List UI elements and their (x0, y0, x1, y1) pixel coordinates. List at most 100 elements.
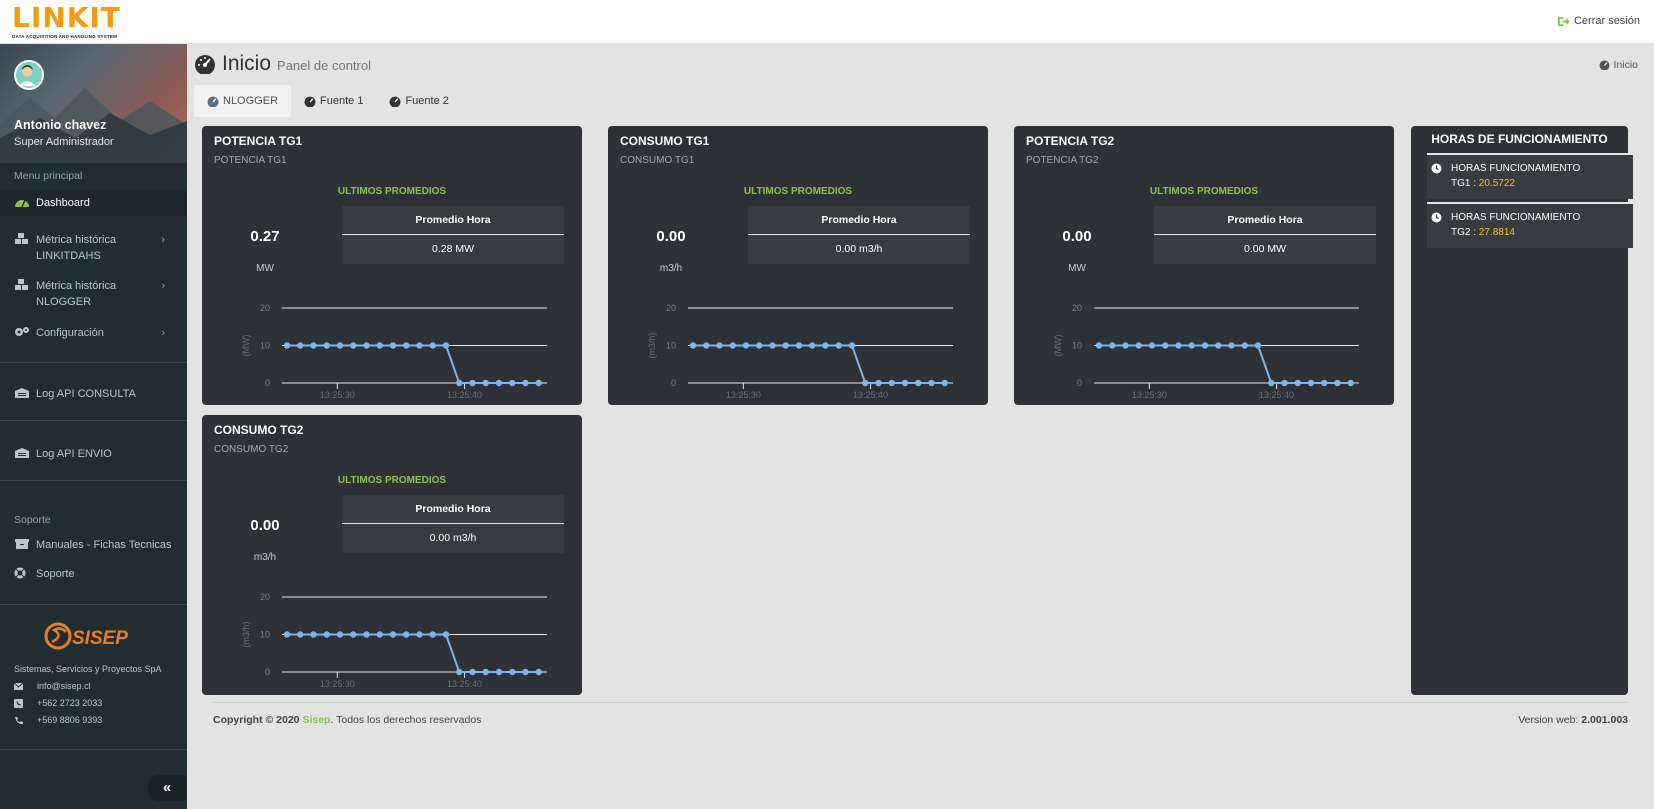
data-point (297, 342, 304, 349)
card-subtitle: CONSUMO TG1 (620, 155, 695, 166)
data-point (336, 631, 344, 638)
card-subtitle: POTENCIA TG1 (214, 155, 287, 166)
sidebar-item-label: Métrica histórica NLOGGER (36, 280, 117, 308)
hours-item-tg2: HORAS FUNCIONAMIENTO TG2 : 27.8814 (1427, 202, 1633, 248)
tab-fuente-2[interactable]: Fuente 2 (376, 85, 461, 117)
data-point (782, 342, 789, 349)
y-tick-label: 20 (666, 303, 676, 313)
x-tick-label: 13:25:30 (320, 390, 355, 400)
menu-header: Menu principal (14, 170, 83, 182)
chevron-right-icon: › (161, 327, 165, 339)
data-point (522, 668, 529, 676)
data-point (1347, 379, 1354, 387)
average-value: 0.00 m3/h (429, 532, 477, 544)
data-point (1122, 342, 1129, 349)
sisep-logo: SISEP (44, 622, 128, 650)
y-tick-label: 10 (666, 341, 676, 351)
data-point (363, 631, 370, 638)
data-point (403, 342, 410, 349)
page-header: Inicio Panel de control (194, 52, 371, 76)
data-point (1162, 342, 1169, 349)
breadcrumb[interactable]: Inicio (1599, 59, 1638, 71)
y-tick-label: 20 (260, 303, 270, 313)
company-email[interactable]: info@sisep.cl (14, 681, 91, 691)
data-point (1215, 342, 1222, 349)
ultimos-promedios-label: ULTIMOS PROMEDIOS (337, 186, 447, 197)
clock-icon (1431, 212, 1442, 223)
sidebar-item-label: Soporte (36, 568, 75, 580)
sidebar-divider (0, 480, 187, 481)
average-box: Promedio Hora 0.00 m3/h (748, 206, 970, 264)
tab-label: NLOGGER (223, 95, 279, 107)
current-value: 0.00 (1062, 228, 1092, 245)
logout-label: Cerrar sesión (1573, 15, 1640, 27)
sidebar-item-manuales[interactable]: Manuales - Fichas Tecnicas (0, 537, 187, 557)
tab-fuente-1[interactable]: Fuente 1 (291, 85, 376, 117)
cubes-icon (15, 279, 28, 290)
sidebar-item-log-api-consulta[interactable]: Log API CONSULTA (0, 386, 187, 406)
data-point (1148, 342, 1156, 349)
line-chart[interactable]: (MW) 20 10 0 13:25:30 13:25:40 (202, 276, 582, 401)
average-header: Promedio Hora (748, 206, 970, 235)
logo-text: LINKIT (12, 1, 121, 34)
current-unit: MW (256, 263, 274, 274)
data-point (310, 342, 317, 349)
current-unit: MW (1068, 263, 1086, 274)
data-point (389, 631, 397, 638)
data-point (456, 668, 463, 676)
logout-button[interactable]: Cerrar sesión (1557, 15, 1640, 27)
x-tick-label: 13:25:40 (1259, 390, 1294, 400)
data-point (442, 631, 450, 638)
sidebar-item-dashboard[interactable]: Dashboard (0, 190, 187, 216)
tab-bar: NLOGGER Fuente 1 Fuente 2 (194, 85, 462, 117)
data-point (509, 668, 516, 676)
current-value: 0.00 (656, 228, 686, 245)
data-point (875, 379, 882, 387)
envelope-icon (14, 682, 23, 690)
sidebar-item-label: Configuración (36, 327, 104, 339)
hours-card: HORAS DE FUNCIONAMIENTO HORAS FUNCIONAMI… (1411, 126, 1633, 695)
warehouse-icon (15, 448, 29, 458)
data-point (822, 342, 829, 349)
data-point (848, 342, 856, 349)
avatar[interactable] (14, 60, 44, 90)
data-point (809, 342, 816, 349)
sidebar-item-metrica-nlogger[interactable]: Métrica histórica NLOGGER › (0, 278, 187, 314)
data-point (1241, 342, 1248, 349)
sidebar-item-log-api-envio[interactable]: Log API ENVIO (0, 446, 187, 466)
data-point (1254, 342, 1262, 349)
sidebar-collapse-button[interactable]: « (148, 775, 186, 801)
breadcrumb-item: Inicio (1613, 59, 1638, 71)
sidebar-item-soporte[interactable]: Soporte (0, 566, 187, 586)
data-point (716, 342, 723, 349)
line-chart[interactable]: (m3/h) 20 10 0 13:25:30 13:25:40 (202, 565, 582, 690)
copyright-prefix: Copyright © 2020 (213, 714, 303, 726)
current-value: 0.00 (250, 517, 280, 534)
footer-company-link[interactable]: Sisep (302, 714, 331, 726)
user-name: Antonio chavez (14, 118, 107, 132)
sidebar-item-configuracion[interactable]: Configuración › (0, 325, 187, 345)
dashboard-icon (389, 96, 401, 107)
data-point (862, 379, 869, 387)
sidebar: Antonio chavez Super Administrador Menu … (0, 44, 187, 809)
hours-key: TG1 : (1451, 178, 1479, 189)
y-tick-label: 10 (1072, 341, 1082, 351)
linkit-logo[interactable]: LINKIT DATA ACQUISITION AND HANDLING SYS… (12, 3, 124, 41)
y-axis-label: (m3/h) (241, 621, 251, 647)
data-point (283, 342, 291, 349)
tab-nlogger[interactable]: NLOGGER (194, 85, 292, 117)
tab-label: Fuente 1 (320, 95, 364, 107)
version-label: Version web: (1518, 714, 1582, 726)
current-unit: m3/h (253, 552, 277, 563)
sidebar-item-metrica-linkitdahs[interactable]: Métrica histórica LINKITDAHS › (0, 232, 187, 268)
hours-label: HORAS FUNCIONAMIENTO (1451, 163, 1581, 174)
phone-icon (15, 716, 23, 724)
series-line (287, 344, 539, 384)
life-ring-icon (14, 567, 26, 579)
y-axis-label: (MW) (1053, 335, 1063, 357)
line-chart[interactable]: (m3/h) 20 10 0 13:25:30 13:25:40 (608, 276, 988, 401)
line-chart[interactable]: (MW) 20 10 0 13:25:30 13:25:40 (1014, 276, 1394, 401)
company-name: Sistemas, Servicios y Proyectos SpA (14, 664, 162, 674)
ultimos-promedios-label: ULTIMOS PROMEDIOS (743, 186, 853, 197)
dashboard-icon (207, 96, 219, 107)
